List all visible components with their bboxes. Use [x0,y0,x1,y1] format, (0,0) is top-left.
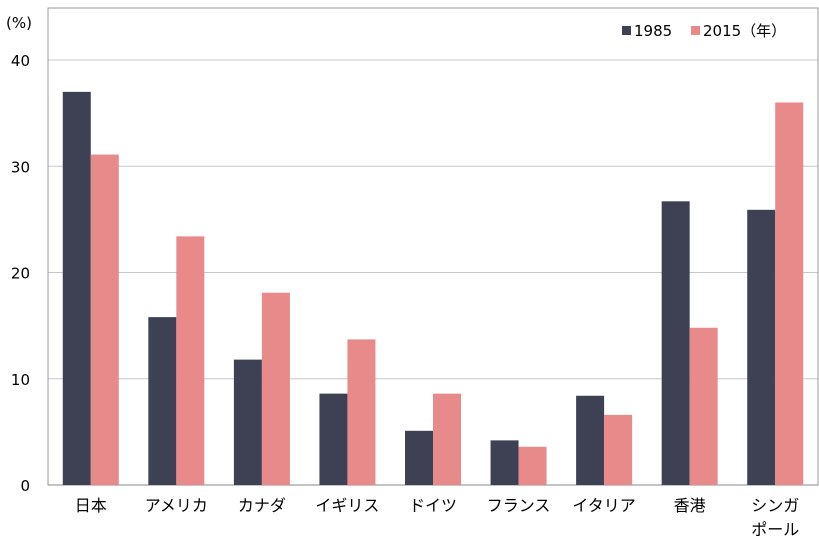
legend-swatch-1 [691,26,700,35]
bar-2015-3 [347,339,376,485]
bar-2015-6 [604,414,633,485]
legend-label-1: 2015（年） [703,22,786,40]
category-label: イギリス [315,496,379,515]
bar-1985-5 [490,440,519,485]
bar-1985-0 [62,91,91,485]
y-axis-ticks: 0 10 20 30 40 [11,52,30,495]
category-label: イタリア [572,496,635,515]
bar-1985-7 [661,201,690,485]
bar-2015-4 [433,393,461,485]
bar-1985-3 [319,393,348,485]
y-tick-label: 0 [20,477,30,495]
legend: 1985 2015（年） [622,22,786,40]
category-label: カナダ [238,496,286,515]
legend-swatch-0 [622,26,631,35]
category-label: ポール [751,520,799,538]
legend-label-0: 1985 [634,22,672,40]
y-axis-label: (%) [6,14,32,32]
category-label: 香港 [674,496,706,515]
bar-2015-5 [518,446,547,485]
bar-1985-2 [233,359,262,485]
category-label: シンガ [751,496,799,515]
bar-2015-1 [176,236,205,485]
bar-2015-7 [689,327,718,485]
y-tick-label: 10 [11,371,30,389]
bar-2015-2 [261,292,290,485]
category-label: アメリカ [145,496,208,515]
bars [62,91,804,485]
y-tick-label: 40 [11,52,30,70]
bar-1985-1 [148,317,177,485]
bar-1985-6 [576,395,605,485]
category-label: フランス [487,496,551,515]
bar-2015-8 [775,102,804,485]
y-tick-label: 30 [11,158,30,176]
bar-1985-8 [747,209,776,485]
bar-2015-0 [90,154,119,485]
category-label: 日本 [75,496,107,515]
y-tick-label: 20 [11,265,30,283]
bar-1985-4 [405,430,433,485]
category-label: ドイツ [409,496,457,515]
